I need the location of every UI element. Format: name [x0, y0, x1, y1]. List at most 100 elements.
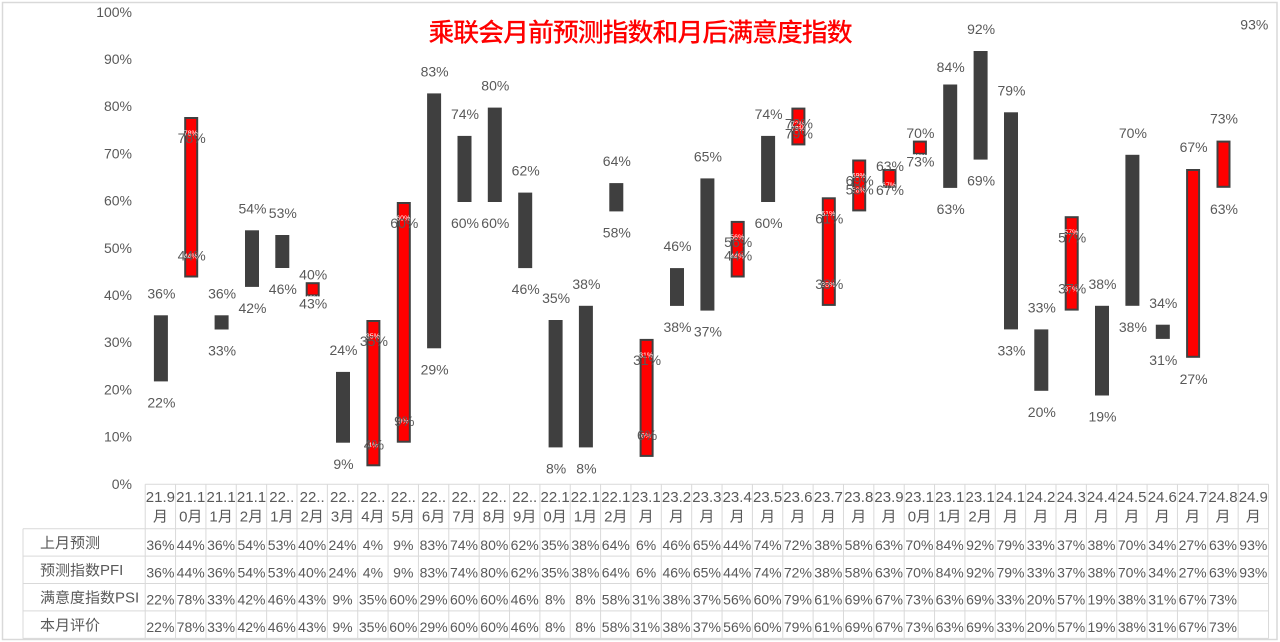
svg-text:63%: 63%: [876, 158, 904, 174]
svg-text:22..: 22..: [512, 489, 537, 506]
svg-text:22..: 22..: [421, 489, 446, 506]
svg-text:40%: 40%: [104, 287, 132, 303]
svg-text:8: 8: [483, 509, 491, 526]
svg-text:34%: 34%: [1148, 537, 1176, 553]
svg-text:60%: 60%: [481, 215, 509, 231]
svg-text:6: 6: [422, 509, 430, 526]
svg-text:38%: 38%: [1087, 537, 1115, 553]
svg-text:42%: 42%: [237, 592, 265, 608]
svg-text:67%: 67%: [882, 183, 896, 190]
svg-text:67%: 67%: [1179, 592, 1207, 608]
svg-text:24.8: 24.8: [1208, 489, 1237, 506]
svg-text:0: 0: [908, 509, 916, 526]
svg-text:38%: 38%: [662, 592, 690, 608]
svg-text:56%: 56%: [730, 234, 744, 241]
svg-text:63%: 63%: [936, 592, 964, 608]
svg-text:44%: 44%: [723, 564, 751, 580]
svg-text:73%: 73%: [1209, 619, 1237, 635]
svg-text:58%: 58%: [852, 187, 866, 194]
svg-text:1: 1: [938, 509, 946, 526]
svg-text:40%: 40%: [298, 564, 326, 580]
svg-text:73%: 73%: [1209, 592, 1237, 608]
svg-text:60%: 60%: [389, 592, 417, 608]
svg-text:38%: 38%: [1118, 619, 1146, 635]
svg-text:9%: 9%: [332, 619, 352, 635]
svg-text:54%: 54%: [237, 537, 265, 553]
svg-text:90%: 90%: [104, 51, 132, 67]
svg-text:56%: 56%: [723, 619, 751, 635]
svg-text:24.5: 24.5: [1117, 489, 1146, 506]
svg-text:69%: 69%: [852, 173, 866, 180]
svg-text:44%: 44%: [723, 537, 751, 553]
svg-text:21.1: 21.1: [206, 489, 235, 506]
svg-text:35%: 35%: [541, 537, 569, 553]
svg-text:4: 4: [361, 509, 369, 526]
svg-text:79%: 79%: [784, 592, 812, 608]
svg-text:27%: 27%: [1180, 371, 1208, 387]
svg-text:20%: 20%: [104, 381, 132, 397]
svg-text:43%: 43%: [298, 619, 326, 635]
svg-text:29%: 29%: [420, 619, 448, 635]
svg-text:37%: 37%: [1057, 564, 1085, 580]
svg-text:92%: 92%: [966, 537, 994, 553]
svg-text:93%: 93%: [1239, 564, 1267, 580]
svg-text:67%: 67%: [1180, 139, 1208, 155]
svg-text:8%: 8%: [575, 592, 595, 608]
svg-text:29%: 29%: [421, 361, 449, 377]
svg-text:53%: 53%: [268, 537, 296, 553]
svg-text:80%: 80%: [480, 564, 508, 580]
svg-text:58%: 58%: [846, 182, 874, 198]
svg-text:46%: 46%: [268, 619, 296, 635]
svg-text:79%: 79%: [997, 82, 1025, 98]
svg-text:24.2: 24.2: [1026, 489, 1055, 506]
svg-text:22..: 22..: [482, 489, 507, 506]
svg-text:74%: 74%: [451, 106, 479, 122]
svg-text:60%: 60%: [450, 592, 478, 608]
svg-text:72%: 72%: [791, 121, 805, 128]
svg-text:24.9: 24.9: [1239, 489, 1268, 506]
svg-text:23.3: 23.3: [692, 489, 721, 506]
svg-text:79%: 79%: [996, 564, 1024, 580]
svg-text:46%: 46%: [268, 592, 296, 608]
svg-text:5: 5: [392, 509, 400, 526]
svg-text:70%: 70%: [104, 145, 132, 161]
svg-text:20%: 20%: [1028, 404, 1056, 420]
svg-text:20%: 20%: [1027, 619, 1055, 635]
svg-text:43%: 43%: [299, 295, 327, 311]
svg-text:62%: 62%: [511, 537, 539, 553]
svg-text:31%: 31%: [1148, 619, 1176, 635]
svg-text:23.8: 23.8: [844, 489, 873, 506]
svg-text:33%: 33%: [1027, 537, 1055, 553]
svg-text:57%: 57%: [1064, 230, 1078, 237]
svg-text:4%: 4%: [363, 564, 383, 580]
svg-text:60%: 60%: [451, 215, 479, 231]
svg-text:6%: 6%: [637, 427, 657, 443]
svg-text:78%: 78%: [177, 619, 205, 635]
svg-text:35%: 35%: [359, 619, 387, 635]
svg-text:60%: 60%: [389, 619, 417, 635]
svg-text:63%: 63%: [882, 164, 896, 171]
svg-text:29%: 29%: [420, 592, 448, 608]
svg-text:31%: 31%: [632, 619, 660, 635]
svg-text:36%: 36%: [146, 564, 174, 580]
svg-text:24%: 24%: [328, 537, 356, 553]
svg-text:23.9: 23.9: [874, 489, 903, 506]
svg-text:70%: 70%: [905, 537, 933, 553]
svg-text:78%: 78%: [177, 592, 205, 608]
svg-text:60%: 60%: [390, 215, 418, 231]
svg-text:23.1: 23.1: [935, 489, 964, 506]
svg-text:44%: 44%: [184, 254, 198, 261]
svg-text:34%: 34%: [1149, 295, 1177, 311]
svg-text:7: 7: [452, 509, 460, 526]
svg-text:PFI: PFI: [100, 562, 123, 579]
svg-text:2: 2: [240, 509, 248, 526]
svg-text:6%: 6%: [636, 537, 656, 553]
svg-text:9%: 9%: [393, 564, 413, 580]
svg-text:4%: 4%: [363, 537, 383, 553]
svg-text:33%: 33%: [208, 343, 236, 359]
svg-text:78%: 78%: [178, 130, 206, 146]
svg-text:42%: 42%: [238, 300, 266, 316]
svg-text:46%: 46%: [269, 281, 297, 297]
svg-text:92%: 92%: [967, 21, 995, 37]
svg-text:46%: 46%: [511, 619, 539, 635]
